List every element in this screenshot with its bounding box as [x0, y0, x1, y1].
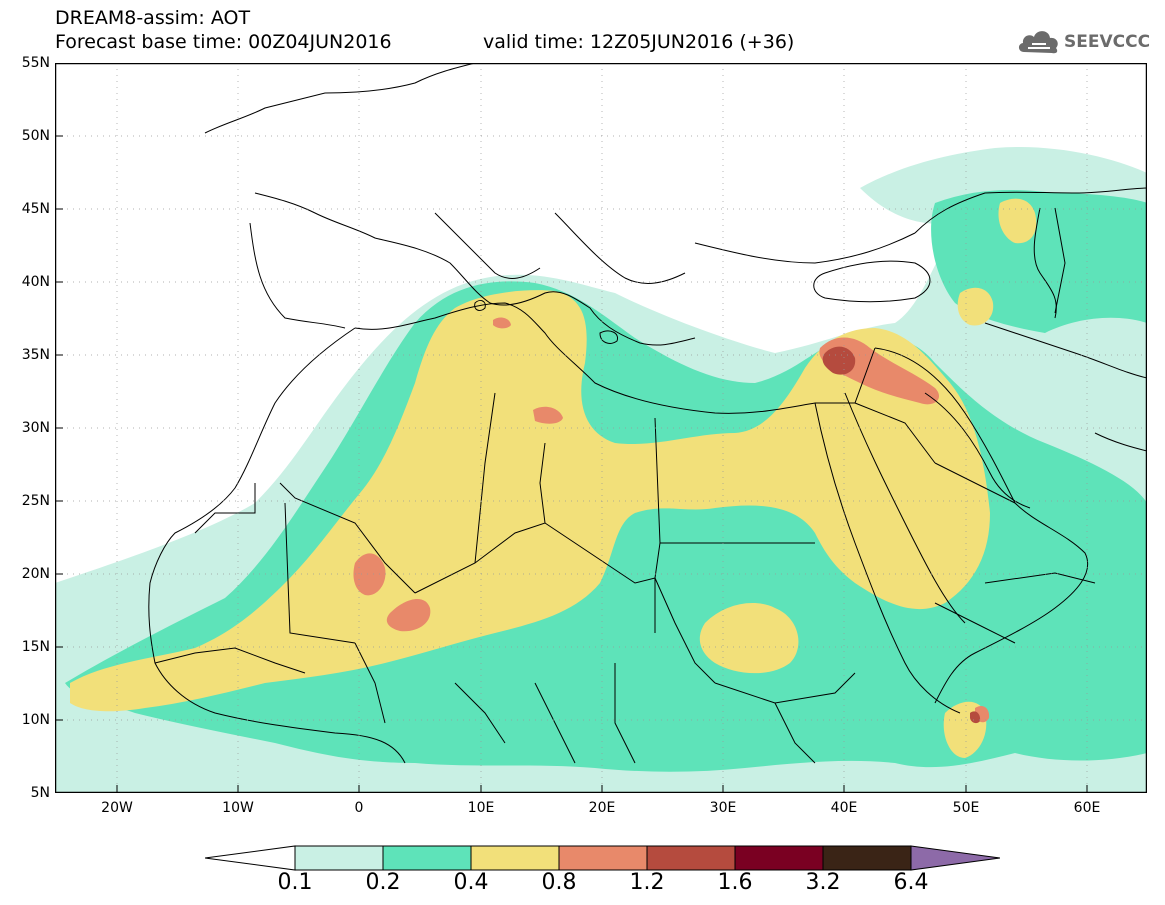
lon-label: 30E: [709, 800, 737, 816]
aot-map: [55, 63, 1147, 793]
colorbar-label: 3.2: [805, 870, 841, 895]
lat-label: 15N: [21, 639, 50, 655]
logo-text: SEEVCCC: [1064, 32, 1151, 52]
lon-label: 10W: [222, 800, 254, 816]
lat-label: 50N: [21, 128, 50, 144]
colorbar-label: 1.6: [717, 870, 753, 895]
lat-label: 20N: [21, 566, 50, 582]
valid-time: valid time: 12Z05JUN2016 (+36): [483, 31, 795, 53]
colorbar: [205, 845, 1000, 871]
colorbar-left-arrow: [205, 845, 296, 871]
lon-label: 60E: [1073, 800, 1101, 816]
colorbar-label: 0.2: [365, 870, 401, 895]
colorbar-label: 1.2: [629, 870, 665, 895]
map-title: DREAM8-assim: AOT: [55, 7, 251, 29]
colorbar-label: 0.1: [277, 870, 313, 895]
lat-label: 25N: [21, 493, 50, 509]
colorbar-swatch: [294, 845, 384, 871]
country-borders: [148, 63, 1147, 764]
lon-label: 20W: [101, 800, 133, 816]
lat-label: 5N: [30, 785, 50, 801]
cloud-icon: [1018, 31, 1058, 54]
colorbar-right-arrow: [910, 845, 1000, 871]
lon-label: 0: [354, 800, 364, 816]
lat-label: 55N: [21, 55, 50, 71]
colorbar-swatch: [558, 845, 648, 871]
lat-label: 10N: [21, 712, 50, 728]
colorbar-label: 0.8: [541, 870, 577, 895]
aot-band-1.2: [822, 346, 981, 724]
lat-label: 30N: [21, 420, 50, 436]
lat-label: 45N: [21, 201, 50, 217]
seevccc-logo: SEEVCCC: [1016, 24, 1156, 58]
lon-label: 10E: [467, 800, 495, 816]
colorbar-swatch: [470, 845, 560, 871]
lon-label: 20E: [588, 800, 616, 816]
axis-ticks: [55, 135, 1088, 793]
lat-label: 35N: [21, 347, 50, 363]
colorbar-swatch: [382, 845, 472, 871]
lon-label: 40E: [830, 800, 858, 816]
colorbar-label: 0.4: [453, 870, 489, 895]
colorbar-swatch: [734, 845, 824, 871]
colorbar-swatch: [646, 845, 736, 871]
forecast-base-time: Forecast base time: 00Z04JUN2016: [55, 31, 392, 53]
colorbar-swatch: [822, 845, 912, 871]
lat-label: 40N: [21, 274, 50, 290]
map-gridlines: [55, 63, 1147, 793]
lon-label: 50E: [952, 800, 980, 816]
colorbar-label: 6.4: [893, 870, 929, 895]
